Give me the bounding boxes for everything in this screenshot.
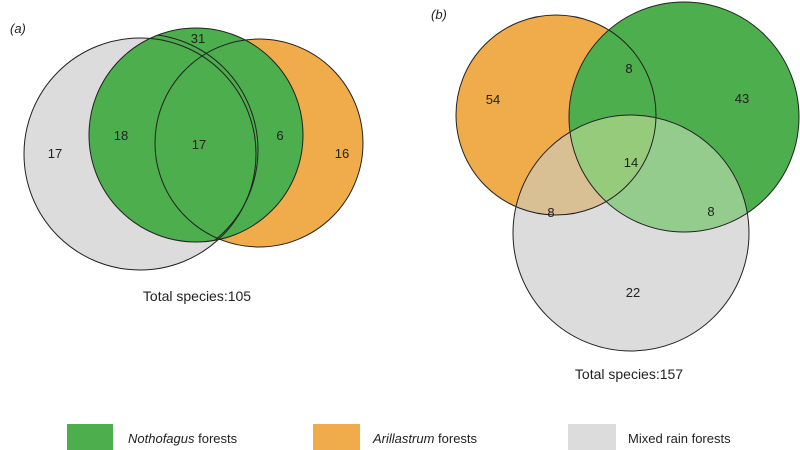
panel-b: (b) 54 8 43 14 8 8 22 Total sp	[431, 1, 800, 382]
panel-b-total: Total species:157	[575, 366, 683, 382]
panel-b-label: (b)	[431, 7, 447, 22]
gray-swatch	[568, 424, 616, 450]
panel-a-green-left	[89, 34, 258, 242]
panel-a-count-mixed-noth: 18	[114, 128, 128, 143]
green-swatch	[67, 424, 113, 450]
panel-b-count-arill-only: 54	[486, 92, 500, 107]
panel-b-count-all-three: 14	[624, 155, 638, 170]
legend-label-mixed: Mixed rain forests	[628, 431, 731, 446]
legend-label-nothofagus: Nothofagus forests	[128, 431, 238, 446]
panel-a-count-mixed-only: 17	[48, 146, 62, 161]
panel-a-count-top: 31	[191, 31, 205, 46]
legend-item-arillastrum: Arillastrum forests	[313, 424, 478, 450]
panel-a-label: (a)	[10, 21, 26, 36]
legend-label-arillastrum: Arillastrum forests	[372, 431, 478, 446]
panel-a-count-all-three: 17	[192, 137, 206, 152]
panel-a: (a) 17 18 17 6 16 31 Total species:105	[10, 21, 364, 304]
panel-b-count-arill-mixed: 8	[547, 205, 554, 220]
panel-a-total: Total species:105	[143, 288, 251, 304]
legend-item-mixed: Mixed rain forests	[568, 424, 731, 450]
panel-a-count-noth-arill: 6	[276, 128, 283, 143]
panel-b-count-arill-noth: 8	[625, 61, 632, 76]
panel-b-count-noth-mixed: 8	[707, 204, 714, 219]
panel-a-count-arill-only: 16	[335, 146, 349, 161]
panel-b-count-mixed-only: 22	[626, 285, 640, 300]
legend: Nothofagus forests Arillastrum forests M…	[67, 424, 731, 450]
orange-swatch	[313, 424, 360, 450]
legend-item-nothofagus: Nothofagus forests	[67, 424, 238, 450]
panel-b-count-noth-only: 43	[735, 91, 749, 106]
panel-b-outlines	[455, 1, 800, 352]
